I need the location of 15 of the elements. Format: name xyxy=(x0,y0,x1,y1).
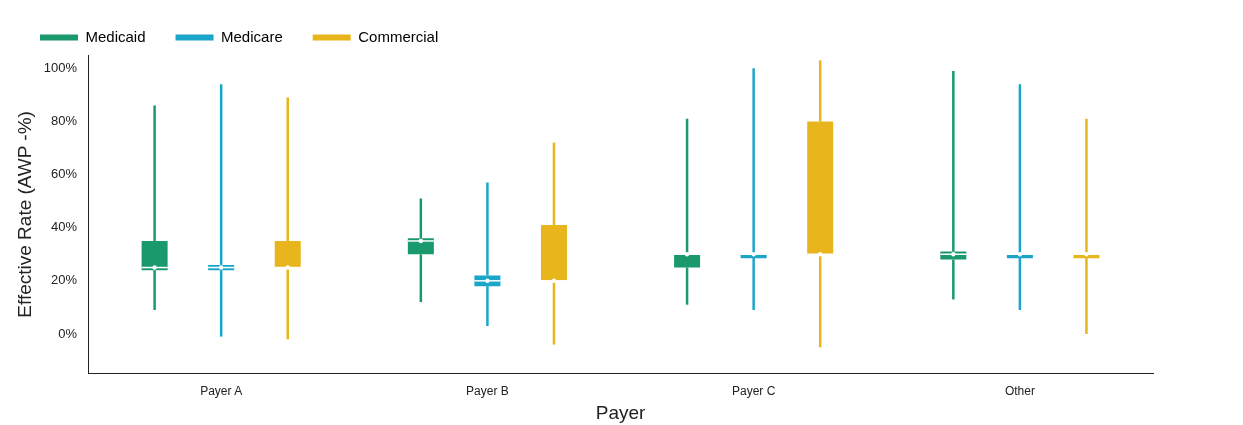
y-tick-label: 80% xyxy=(51,112,78,128)
y-tick-label: 100% xyxy=(43,59,78,75)
legend-label: Medicare xyxy=(221,27,283,45)
x-tick-label: Payer C xyxy=(731,384,776,399)
x-tick-label: Other xyxy=(1004,384,1035,399)
legend-label: Medicaid xyxy=(85,27,146,45)
y-tick-label: 60% xyxy=(51,166,78,182)
x-axis-title: Payer xyxy=(595,401,647,423)
x-tick-label: Payer A xyxy=(200,384,243,399)
y-axis-title: Effective Rate (AWP -%) xyxy=(13,111,35,318)
x-tick-label: Payer B xyxy=(466,384,509,399)
y-tick-label: 40% xyxy=(51,219,78,235)
y-tick-label: 20% xyxy=(51,272,78,288)
y-tick-label: 0% xyxy=(58,325,78,341)
legend-label: Commercial xyxy=(358,27,439,45)
